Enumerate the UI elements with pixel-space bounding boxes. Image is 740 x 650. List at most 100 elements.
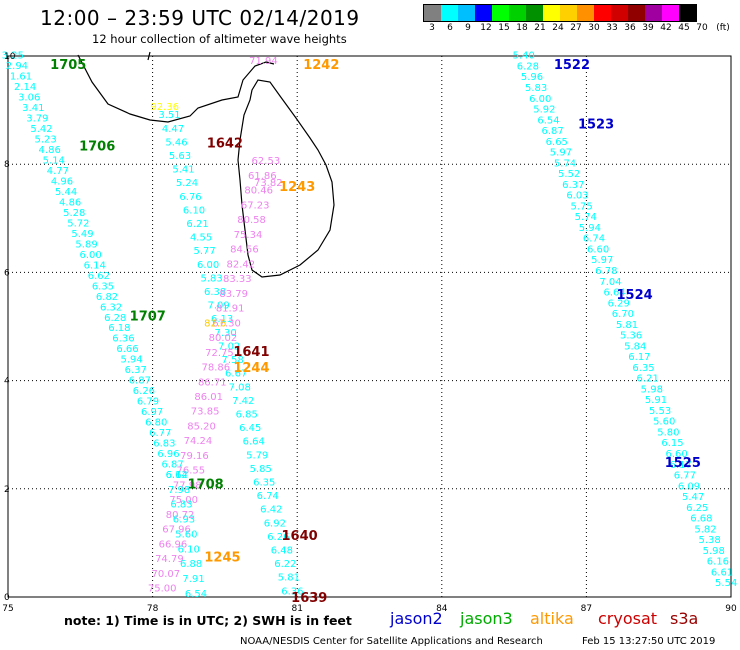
wave-height-value: 6.15 (661, 438, 683, 449)
page-title: 12:00 – 23:59 UTC 02/14/2019 (40, 6, 360, 30)
y-tick-label: 10 (4, 52, 16, 62)
scale-swatch (526, 5, 543, 21)
wave-height-value: 6.36 (112, 334, 134, 345)
wave-height-value: 5.46 (165, 137, 187, 148)
pass-number-label: 1524 (617, 288, 653, 303)
y-tick-label: 4 (4, 377, 10, 387)
x-tick-label: 84 (436, 604, 448, 614)
pass-number-label: 1707 (130, 310, 166, 325)
wave-height-value: 6.35 (632, 363, 654, 374)
wave-height-value: 6.28 (104, 313, 126, 324)
scale-label: 21 (534, 23, 546, 33)
wave-height-value: 6.83 (153, 439, 175, 450)
wave-height-value: 5.60 (653, 417, 675, 428)
scale-label: 27 (570, 23, 582, 33)
wave-height-value: 5.28 (63, 208, 85, 219)
x-tick-label: 87 (581, 604, 592, 614)
legend-item-s3a: s3a (670, 609, 699, 628)
wave-height-value: 67.30 (212, 318, 241, 329)
wave-height-value: 6.18 (108, 323, 130, 334)
wave-height-value: 6.68 (690, 514, 712, 525)
wave-height-value: 3.06 (18, 93, 40, 104)
wave-height-value: 6.78 (595, 266, 617, 277)
wave-height-value: 4.96 (51, 176, 73, 187)
wave-height-value: 6.37 (125, 365, 147, 376)
wave-height-value: 6.54 (185, 589, 207, 600)
wave-height-value: 5.52 (558, 169, 580, 180)
wave-height-value: 80.02 (209, 333, 238, 344)
wave-height-value: 5.38 (699, 535, 721, 546)
wave-height-value: 6.88 (180, 559, 202, 570)
scale-label: 3 (429, 23, 435, 33)
wave-height-value: 6.42 (260, 505, 282, 516)
wave-height-value: 6.38 (204, 287, 226, 298)
wave-height-value: 4.47 (162, 124, 184, 135)
wave-height-value: 6.66 (116, 344, 138, 355)
wave-height-value: 6.36 (281, 586, 303, 597)
scale-swatch (458, 5, 475, 21)
wave-height-value: 6.83 (170, 500, 192, 511)
wave-height-value: 75.34 (234, 230, 263, 241)
wave-height-value: 84.56 (230, 245, 259, 256)
wave-height-value: 61.86 (248, 171, 277, 182)
wave-height-value: 5.60 (175, 529, 197, 540)
pass-number-label: 1639 (291, 591, 327, 606)
wave-height-value: 6.92 (264, 518, 286, 529)
wave-height-value: 5.84 (624, 341, 646, 352)
wave-height-value: 6.00 (529, 94, 551, 105)
wave-height-value: 71.94 (249, 56, 278, 67)
wave-height-value: 67.23 (241, 200, 270, 211)
scale-label: 9 (465, 23, 471, 33)
wave-height-value: 5.85 (250, 464, 272, 475)
wave-height-value: 4.86 (59, 197, 81, 208)
pass-number-label: 1705 (50, 58, 86, 73)
wave-height-value: 6.62 (88, 271, 110, 282)
legend-item-cryosat: cryosat (598, 609, 658, 628)
wave-height-value: 5.23 (34, 135, 56, 146)
wave-height-value: 6.10 (183, 205, 205, 216)
pass-number-label: 1244 (233, 361, 269, 376)
wave-height-value: 73.82 (254, 178, 283, 189)
wave-height-value: 5.42 (30, 124, 52, 135)
pass-number-label: 1706 (79, 139, 115, 154)
wave-height-value: 3.41 (22, 103, 44, 114)
wave-height-value: 79.16 (180, 451, 209, 462)
wave-height-value: 72.75 (205, 348, 234, 359)
scale-swatch (679, 5, 696, 21)
wave-height-value: 7.04 (599, 277, 621, 288)
wave-height-value: 5.98 (641, 384, 663, 395)
scale-label: 45 (678, 23, 690, 33)
wave-height-value: 5.36 (620, 331, 642, 342)
wave-height-value: 5.74 (554, 158, 576, 169)
wave-height-value: 6.62 (166, 470, 188, 481)
legend-item-altika: altika (530, 609, 574, 628)
pass-number-label: 1640 (282, 529, 318, 544)
scale-swatch (560, 5, 577, 21)
wave-height-value: 5.24 (176, 178, 198, 189)
wave-height-value: 6.35 (92, 281, 114, 292)
sri-lanka-island (237, 79, 335, 278)
scale-label: (ft) (716, 23, 730, 33)
wave-height-value: 80.46 (244, 186, 273, 197)
x-tick-label: 90 (725, 604, 737, 614)
wave-height-value: 6.67 (225, 369, 247, 380)
y-tick-label: 8 (4, 160, 10, 170)
wave-height-value: 6.17 (628, 352, 650, 363)
wave-height-value: 73.85 (191, 407, 220, 418)
wave-height-value: 76.55 (177, 466, 206, 477)
generated-time: Feb 15 13:27:50 UTC 2019 (582, 636, 716, 647)
wave-height-value: 6.96 (157, 449, 179, 460)
color-scale-bar (423, 4, 697, 22)
x-tick-label: 75 (2, 604, 13, 614)
wave-height-value: 5.54 (715, 578, 737, 589)
wave-height-value: 83.33 (223, 274, 252, 285)
scale-label: 15 (498, 23, 510, 33)
pass-number-label: 1708 (188, 477, 224, 492)
wave-height-value: 6.76 (179, 192, 201, 203)
wave-height-value: 6.87 (542, 126, 564, 137)
wave-height-value: 6.82 (96, 292, 118, 303)
wave-height-value: 5.94 (579, 223, 601, 234)
wave-height-value: 7.91 (182, 574, 204, 585)
scale-swatch (492, 5, 509, 21)
wave-height-value: 80.58 (237, 215, 266, 226)
